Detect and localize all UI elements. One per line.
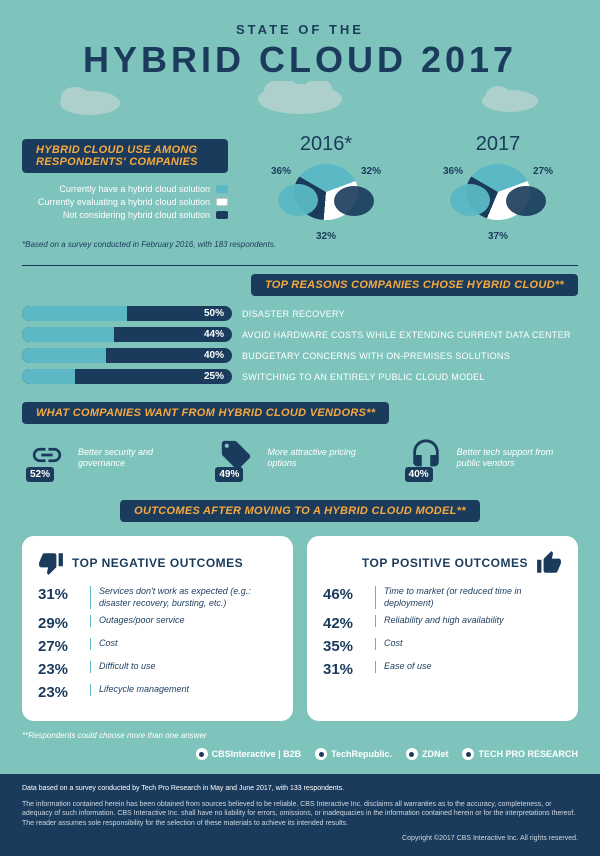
partner-logo: TECH PRO RESEARCH bbox=[462, 748, 578, 760]
infographic-page: STATE OF THE HYBRID CLOUD 2017 HYBRID CL… bbox=[0, 0, 600, 856]
reasons-section: TOP REASONS COMPANIES CHOSE HYBRID CLOUD… bbox=[0, 265, 600, 384]
main-title: HYBRID CLOUD 2017 bbox=[20, 39, 580, 81]
legal-text: The information contained herein has bee… bbox=[22, 800, 578, 828]
thumbs-up-icon bbox=[536, 550, 562, 576]
reasons-banner: TOP REASONS COMPANIES CHOSE HYBRID CLOUD… bbox=[251, 274, 578, 296]
year-column: 2017 36%37%27% bbox=[418, 133, 578, 234]
reason-bar: 50% DISASTER RECOVERY bbox=[22, 306, 578, 321]
want-item: 49% More attractive pricing options bbox=[219, 438, 380, 478]
outcome-row: 35%Cost bbox=[323, 638, 562, 655]
negative-title: TOP NEGATIVE OUTCOMES bbox=[72, 556, 243, 570]
sup-title: STATE OF THE bbox=[20, 22, 580, 37]
want-item: 40% Better tech support from public vend… bbox=[409, 438, 570, 478]
outcome-row: 46%Time to market (or reduced time in de… bbox=[323, 586, 562, 609]
outcome-row: 42%Reliability and high availability bbox=[323, 615, 562, 632]
tag-icon: 49% bbox=[219, 438, 259, 478]
wants-banner: WHAT COMPANIES WANT FROM HYBRID CLOUD VE… bbox=[22, 402, 389, 424]
reason-bar: 25% SWITCHING TO AN ENTIRELY PUBLIC CLOU… bbox=[22, 369, 578, 384]
footer: Data based on a survey conducted by Tech… bbox=[0, 774, 600, 855]
want-item: 52% Better security and governance bbox=[30, 438, 191, 478]
usage-section: HYBRID CLOUD USE AMONG RESPONDENTS' COMP… bbox=[0, 133, 600, 249]
thumbs-down-icon bbox=[38, 550, 64, 576]
usage-banner: HYBRID CLOUD USE AMONG RESPONDENTS' COMP… bbox=[22, 139, 228, 173]
usage-legend: HYBRID CLOUD USE AMONG RESPONDENTS' COMP… bbox=[22, 133, 228, 223]
outcome-row: 29%Outages/poor service bbox=[38, 615, 277, 632]
headset-icon: 40% bbox=[409, 438, 449, 478]
outcome-row: 31%Services don't work as expected (e.g.… bbox=[38, 586, 277, 609]
wants-section: WHAT COMPANIES WANT FROM HYBRID CLOUD VE… bbox=[0, 402, 600, 478]
outcomes-section: OUTCOMES AFTER MOVING TO A HYBRID CLOUD … bbox=[0, 500, 600, 721]
partner-logo: TechRepublic. bbox=[315, 748, 392, 760]
outcome-row: 27%Cost bbox=[38, 638, 277, 655]
legend-item: Not considering hybrid cloud solution bbox=[22, 210, 228, 220]
reason-bar: 40% BUDGETARY CONCERNS WITH ON-PREMISES … bbox=[22, 348, 578, 363]
cloud-decoration bbox=[20, 81, 580, 117]
legend-item: Currently have a hybrid cloud solution bbox=[22, 184, 228, 194]
chain-icon: 52% bbox=[30, 438, 70, 478]
header: STATE OF THE HYBRID CLOUD 2017 bbox=[0, 0, 600, 125]
partner-logo: CBSInteractive | B2B bbox=[196, 748, 302, 760]
outcome-row: 23%Lifecycle management bbox=[38, 684, 277, 701]
logo-strip: CBSInteractive | B2B TechRepublic. ZDNet TE… bbox=[0, 740, 600, 768]
legend-item: Currently evaluating a hybrid cloud solu… bbox=[22, 197, 228, 207]
negative-outcomes-box: TOP NEGATIVE OUTCOMES 31%Services don't … bbox=[22, 536, 293, 721]
outcome-row: 31%Ease of use bbox=[323, 661, 562, 678]
outcomes-banner: OUTCOMES AFTER MOVING TO A HYBRID CLOUD … bbox=[120, 500, 480, 522]
disclaimer-note: **Respondents could choose more than one… bbox=[0, 731, 600, 740]
positive-title: TOP POSITIVE OUTCOMES bbox=[362, 556, 528, 570]
positive-outcomes-box: TOP POSITIVE OUTCOMES 46%Time to market … bbox=[307, 536, 578, 721]
reason-bar: 44% AVOID HARDWARE COSTS WHILE EXTENDING… bbox=[22, 327, 578, 342]
survey-note: Data based on a survey conducted by Tech… bbox=[22, 784, 578, 793]
partner-logo: ZDNet bbox=[406, 748, 449, 760]
year-column: 2016* 36%32%32% bbox=[246, 133, 406, 234]
outcome-row: 23%Difficult to use bbox=[38, 661, 277, 678]
